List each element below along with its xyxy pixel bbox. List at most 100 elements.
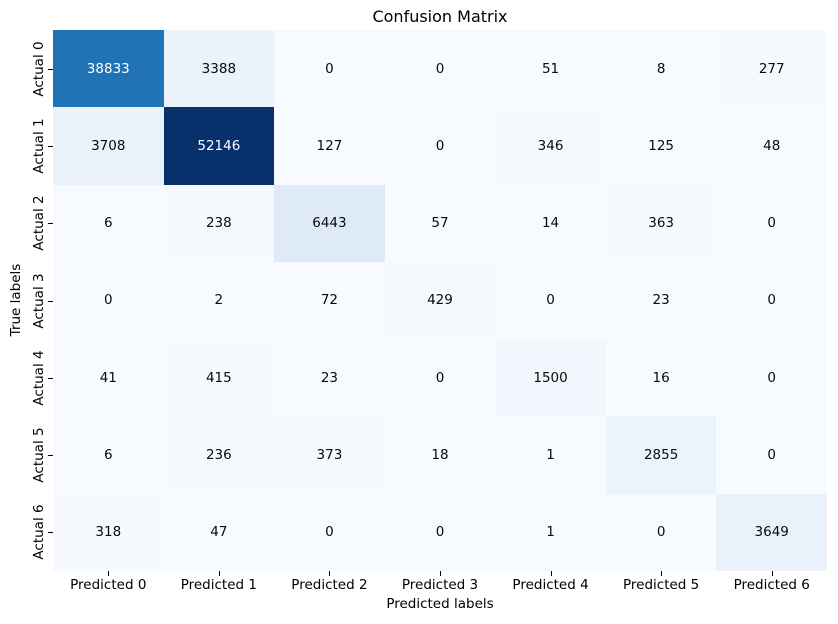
- heatmap-cell-r1-c1: 52146: [163, 107, 275, 185]
- heatmap-cell-r2-c6: 0: [716, 184, 827, 262]
- y-tick-label-3: Actual 3: [31, 272, 47, 329]
- cell-value: 3649: [754, 524, 789, 541]
- heatmap-cell-r6-c4: 1: [495, 493, 606, 571]
- cell-value: 0: [435, 369, 445, 386]
- cell-value: 363: [648, 215, 675, 232]
- x-tick-label-1: Predicted 1: [180, 577, 257, 593]
- x-tick-label-2: Predicted 2: [291, 577, 368, 593]
- cell-value: 2855: [643, 447, 679, 464]
- cell-value: 0: [656, 524, 666, 541]
- heatmap-cell-r6-c5: 0: [605, 493, 717, 571]
- cell-value: 3708: [91, 137, 126, 154]
- heatmap-cell-r1-c4: 346: [495, 107, 606, 185]
- heatmap-cell-r0-c2: 0: [274, 30, 385, 108]
- heatmap-cell-r2-c4: 14: [495, 184, 606, 262]
- heatmap-cell-r4-c2: 23: [274, 339, 385, 417]
- y-tick-mark: [48, 68, 53, 70]
- heatmap-cell-r2-c5: 363: [605, 184, 717, 262]
- heatmap-cell-r3-c3: 429: [384, 261, 496, 340]
- cell-value: 6443: [312, 215, 347, 232]
- cell-value: 72: [320, 292, 339, 309]
- y-tick-label-4: Actual 4: [31, 350, 47, 406]
- cell-value: 0: [767, 215, 776, 232]
- cell-value: 48: [763, 137, 781, 154]
- heatmap-cell-r6-c1: 47: [163, 493, 275, 571]
- y-tick-mark: [48, 455, 53, 457]
- heatmap-cell-r0-c5: 8: [605, 30, 717, 108]
- heatmap-cell-r3-c0: 0: [53, 261, 164, 340]
- y-tick-mark: [48, 377, 53, 379]
- heatmap-cell-r4-c1: 415: [163, 339, 275, 417]
- cell-value: 0: [325, 60, 334, 77]
- cell-value: 47: [210, 524, 228, 541]
- cell-value: 238: [205, 215, 232, 232]
- x-tick-label-4: Predicted 4: [512, 577, 589, 593]
- y-axis-label: True labels: [8, 263, 24, 337]
- heatmap-cell-r4-c4: 1500: [495, 339, 606, 417]
- heatmap-cell-r1-c5: 125: [605, 107, 717, 185]
- cell-value: 38833: [86, 60, 130, 77]
- x-tick-mark: [440, 571, 441, 576]
- heatmap-cell-r3-c5: 23: [605, 261, 717, 340]
- cell-value: 6: [103, 447, 113, 464]
- x-tick-mark: [329, 571, 331, 576]
- heatmap-cell-r5-c0: 6: [53, 416, 164, 494]
- heatmap-cell-r2-c0: 6: [53, 184, 164, 262]
- cell-value: 3388: [201, 60, 237, 77]
- x-tick-label-0: Predicted 0: [70, 577, 147, 593]
- y-tick-label-1: Actual 1: [31, 118, 47, 174]
- cell-value: 23: [652, 292, 670, 309]
- heatmap-cell-r6-c3: 0: [384, 493, 496, 571]
- heatmap-cell-r5-c5: 2855: [605, 416, 717, 494]
- cell-value: 8: [656, 60, 666, 77]
- cell-value: 127: [316, 137, 343, 154]
- heatmap-cell-r4-c6: 0: [716, 339, 827, 417]
- heatmap-cell-r6-c2: 0: [274, 493, 385, 571]
- cell-value: 0: [767, 447, 776, 464]
- cell-value: 318: [95, 524, 122, 541]
- y-tick-mark: [48, 300, 53, 302]
- heatmap-cell-r5-c6: 0: [716, 416, 827, 494]
- cell-value: 125: [648, 137, 675, 154]
- y-tick-label-0: Actual 0: [31, 41, 47, 97]
- cell-value: 0: [103, 292, 113, 309]
- heatmap-cell-r4-c5: 16: [605, 339, 717, 417]
- cell-value: 415: [205, 369, 232, 386]
- cell-value: 6: [103, 215, 113, 232]
- cell-value: 0: [435, 60, 445, 77]
- cell-value: 14: [541, 215, 560, 232]
- x-tick-label-5: Predicted 5: [623, 577, 700, 593]
- x-tick-mark: [661, 571, 663, 576]
- heatmap-cell-r3-c6: 0: [716, 261, 827, 340]
- x-tick-label-6: Predicted 6: [733, 577, 810, 593]
- cell-value: 346: [537, 137, 564, 154]
- cell-value: 277: [758, 60, 785, 77]
- heatmap-cell-r5-c3: 18: [384, 416, 496, 494]
- heatmap-cell-r1-c6: 48: [716, 107, 827, 185]
- cell-value: 1: [546, 524, 555, 541]
- heatmap-cell-r6-c0: 318: [53, 493, 164, 571]
- x-tick-mark: [108, 571, 110, 576]
- cell-value: 18: [431, 447, 449, 464]
- heatmap-cell-r5-c1: 236: [163, 416, 275, 494]
- heatmap-cell-r2-c3: 57: [384, 184, 496, 262]
- heatmap-cell-r0-c3: 0: [384, 30, 496, 108]
- cell-value: 373: [316, 447, 343, 464]
- heatmap-cell-r1-c2: 127: [274, 107, 385, 185]
- y-tick-mark: [48, 532, 53, 534]
- cell-value: 23: [320, 369, 339, 386]
- heatmap-cell-r2-c2: 6443: [274, 184, 385, 262]
- heatmap-cell-r3-c2: 72: [274, 261, 385, 340]
- heatmap-cell-r0-c0: 38833: [53, 30, 164, 108]
- cell-value: 51: [541, 60, 560, 77]
- heatmap-cell-r3-c1: 2: [163, 261, 275, 340]
- cell-value: 0: [435, 524, 445, 541]
- cell-value: 236: [205, 447, 232, 464]
- heatmap-cell-r3-c4: 0: [495, 261, 606, 340]
- heatmap-cell-r1-c0: 3708: [53, 107, 164, 185]
- x-tick-mark: [218, 571, 220, 576]
- cell-value: 0: [767, 369, 776, 386]
- heatmap-cell-r5-c2: 373: [274, 416, 385, 494]
- cell-value: 0: [546, 292, 555, 309]
